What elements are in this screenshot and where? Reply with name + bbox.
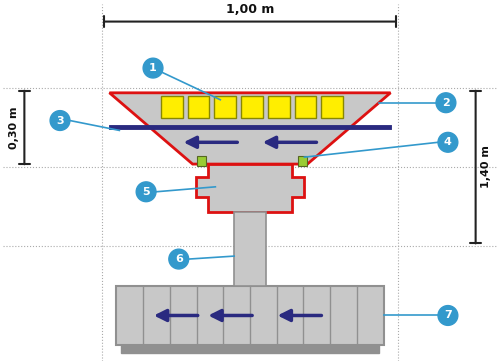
FancyBboxPatch shape (298, 156, 308, 166)
FancyBboxPatch shape (240, 345, 260, 351)
Text: 1,40 m: 1,40 m (480, 145, 490, 188)
Text: 7: 7 (444, 310, 452, 321)
Text: 1,00 m: 1,00 m (226, 3, 274, 16)
FancyBboxPatch shape (322, 96, 343, 118)
Text: 5: 5 (142, 187, 150, 197)
Text: 1: 1 (149, 63, 157, 73)
FancyBboxPatch shape (294, 96, 316, 118)
Circle shape (436, 93, 456, 113)
FancyBboxPatch shape (116, 286, 384, 345)
FancyBboxPatch shape (122, 345, 378, 353)
Polygon shape (110, 93, 390, 164)
Text: 2: 2 (442, 98, 450, 108)
FancyBboxPatch shape (161, 96, 182, 118)
Text: 6: 6 (175, 254, 182, 264)
FancyBboxPatch shape (241, 96, 263, 118)
Text: 4: 4 (444, 137, 452, 147)
Polygon shape (196, 164, 304, 212)
Text: 0,30 m: 0,30 m (10, 106, 20, 149)
FancyBboxPatch shape (268, 96, 289, 118)
FancyBboxPatch shape (188, 96, 210, 118)
Circle shape (438, 305, 458, 325)
Circle shape (143, 58, 163, 78)
Circle shape (438, 132, 458, 152)
Text: 3: 3 (56, 116, 64, 126)
Circle shape (136, 182, 156, 202)
FancyBboxPatch shape (214, 96, 236, 118)
FancyBboxPatch shape (196, 156, 206, 166)
Circle shape (169, 249, 188, 269)
Circle shape (50, 110, 70, 130)
FancyBboxPatch shape (234, 212, 266, 286)
